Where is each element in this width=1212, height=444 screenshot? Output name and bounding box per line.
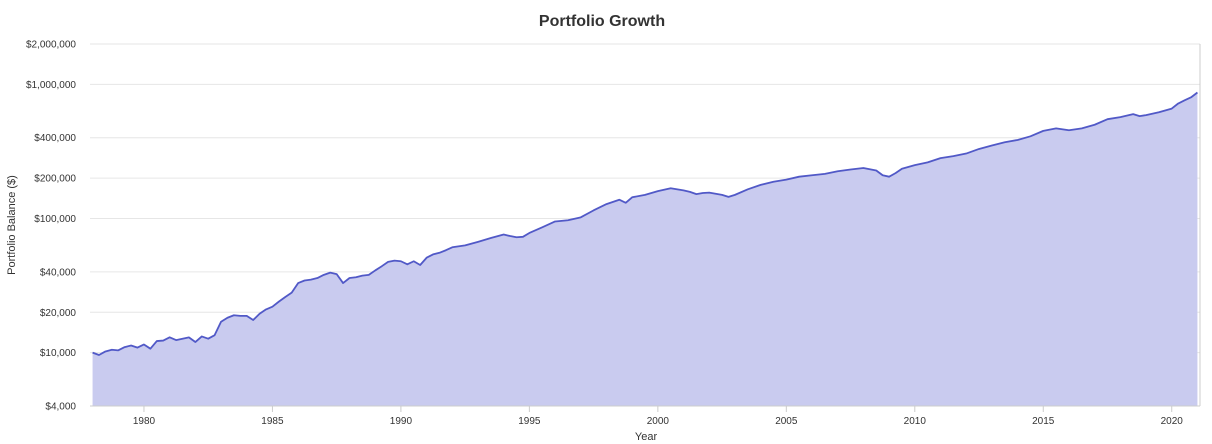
- y-tick-label: $10,000: [40, 348, 77, 359]
- portfolio-balance-line: [92, 91, 1198, 356]
- x-tick-labels: 1980 1985 1990 1995 2000 2005 2010 2015 2020: [133, 416, 1183, 427]
- y-tick-labels: $4,000 $10,000 $20,000 $40,000 $100,000 $200,…: [26, 40, 76, 413]
- y-tick-label: $200,000: [34, 174, 76, 185]
- x-tick-label: 2015: [1032, 416, 1055, 427]
- x-tick-label: 2005: [775, 416, 798, 427]
- x-axis-label: Year: [635, 431, 658, 443]
- y-tick-label: $400,000: [34, 133, 76, 144]
- y-tick-label: $20,000: [40, 308, 77, 319]
- x-tick-label: 2010: [904, 416, 927, 427]
- y-tick-label: $4,000: [45, 402, 76, 413]
- y-tick-label: $1,000,000: [26, 80, 76, 91]
- x-tick-label: 2000: [647, 416, 670, 427]
- x-tick-label: 1990: [390, 416, 413, 427]
- chart-title: Portfolio Growth: [539, 13, 665, 30]
- x-tick-label: 1980: [133, 416, 156, 427]
- portfolio-area-fill: [92, 92, 1198, 407]
- x-tick-label: 1985: [261, 416, 284, 427]
- y-axis-label: Portfolio Balance ($): [6, 175, 18, 275]
- axis-layer: [90, 44, 1201, 412]
- y-tick-label: $2,000,000: [26, 40, 76, 51]
- x-tick-label: 2020: [1161, 416, 1184, 427]
- x-tick-label: 1995: [518, 416, 541, 427]
- area-layer: [92, 91, 1198, 407]
- y-tick-label: $40,000: [40, 267, 77, 278]
- y-tick-label: $100,000: [34, 214, 76, 225]
